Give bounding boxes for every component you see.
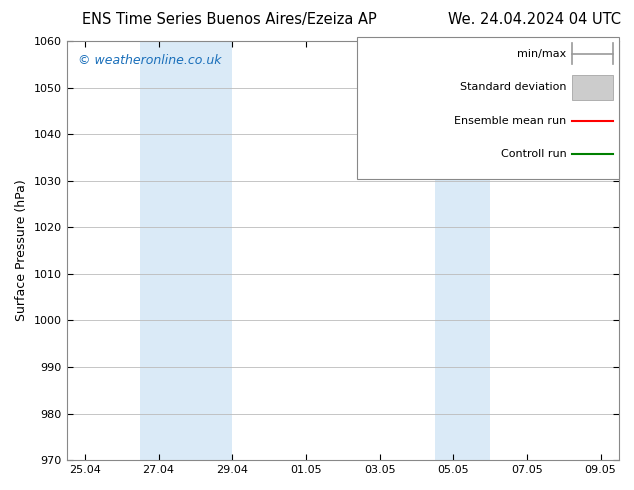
Y-axis label: Surface Pressure (hPa): Surface Pressure (hPa) xyxy=(15,180,28,321)
Text: Ensemble mean run: Ensemble mean run xyxy=(455,116,567,125)
FancyBboxPatch shape xyxy=(572,74,614,100)
Text: Controll run: Controll run xyxy=(501,149,567,159)
Text: Controll run: Controll run xyxy=(501,149,567,159)
Text: © weatheronline.co.uk: © weatheronline.co.uk xyxy=(77,53,221,67)
Bar xyxy=(435,41,490,460)
Text: Standard deviation: Standard deviation xyxy=(460,82,567,92)
Legend: min/max, Standard deviation, Ensemble mean run, Controll run: min/max, Standard deviation, Ensemble me… xyxy=(465,47,614,105)
Text: Ensemble mean run: Ensemble mean run xyxy=(455,116,567,125)
Text: ENS Time Series Buenos Aires/Ezeiza AP: ENS Time Series Buenos Aires/Ezeiza AP xyxy=(82,12,377,27)
Text: We. 24.04.2024 04 UTC: We. 24.04.2024 04 UTC xyxy=(448,12,621,27)
Text: min/max: min/max xyxy=(517,49,567,59)
Text: min/max: min/max xyxy=(517,49,567,59)
Text: Standard deviation: Standard deviation xyxy=(460,82,567,92)
FancyBboxPatch shape xyxy=(356,37,619,179)
Bar xyxy=(140,41,232,460)
FancyBboxPatch shape xyxy=(572,74,616,100)
